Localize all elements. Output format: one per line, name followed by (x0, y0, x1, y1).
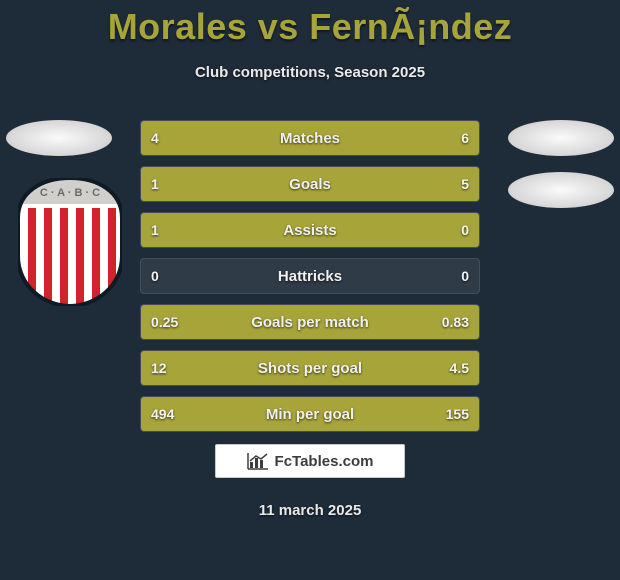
player-left-avatar (6, 120, 112, 156)
brand-chart-icon (247, 452, 269, 470)
bar-right-fill (276, 121, 479, 155)
page-title: Morales vs FernÃ¡ndez (0, 0, 620, 48)
stat-row: Assists10 (140, 212, 480, 248)
stat-row: Shots per goal124.5 (140, 350, 480, 386)
bar-left-fill (141, 213, 479, 247)
svg-text:C · A · B · C: C · A · B · C (40, 187, 100, 199)
bar-right-fill (198, 167, 479, 201)
bar-right-fill (398, 397, 479, 431)
stat-value-right: 0 (461, 259, 469, 293)
brand-box[interactable]: FcTables.com (215, 444, 405, 478)
stat-row: Goals15 (140, 166, 480, 202)
stat-row: Hattricks0 0 (140, 258, 480, 294)
club-badge: C · A · B · C (18, 178, 122, 306)
stat-row: Matches46 (140, 120, 480, 156)
stat-row: Goals per match0.250.83 (140, 304, 480, 340)
stat-label: Hattricks (141, 259, 479, 293)
date-label: 11 march 2025 (0, 502, 620, 519)
bar-right-fill (388, 351, 479, 385)
bar-left-fill (141, 351, 388, 385)
stat-value-left: 0 (151, 259, 159, 293)
brand-label: FcTables.com (275, 453, 374, 470)
subtitle: Club competitions, Season 2025 (0, 64, 620, 81)
bar-left-fill (141, 121, 276, 155)
bar-left-fill (141, 305, 219, 339)
comparison-bars: Matches46 Goals15 Assists10 Hattricks0 0 Goal… (140, 120, 480, 442)
bar-left-fill (141, 397, 398, 431)
bar-left-fill (141, 167, 198, 201)
player-right-avatar-1 (508, 120, 614, 156)
bar-right-fill (219, 305, 479, 339)
player-right-avatar-2 (508, 172, 614, 208)
stat-row: Min per goal494155 (140, 396, 480, 432)
